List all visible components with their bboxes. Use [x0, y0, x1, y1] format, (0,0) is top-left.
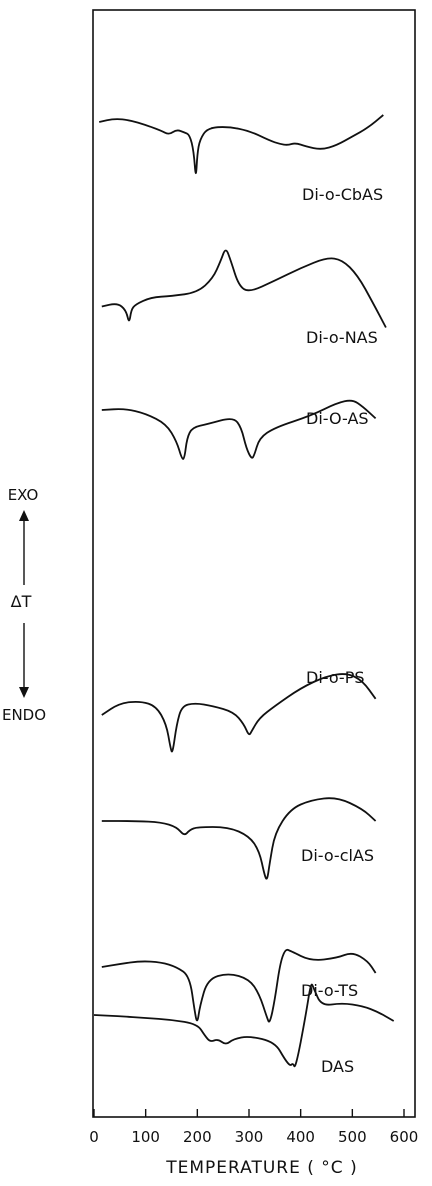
x-tick-label: 500	[338, 1128, 367, 1146]
series-label-5: Di-o-TS	[301, 981, 358, 1000]
series-label-3: Di-o-PS	[306, 668, 365, 687]
series-label-4: Di-o-clAS	[301, 846, 374, 865]
series-label-1: Di-o-NAS	[306, 328, 378, 347]
x-axis-title: TEMPERATURE ( °C )	[165, 1158, 357, 1178]
x-axis: 0 100 200 300 400 500 600	[89, 1109, 418, 1146]
y-axis-title: ΔT	[11, 592, 32, 611]
x-tick-label: 200	[183, 1128, 212, 1146]
series-labels: Di-o-CbAS Di-o-NAS Di-O-AS Di-o-PS Di-o-clAS…	[301, 185, 383, 1076]
series-line-0	[99, 114, 384, 175]
series-line-6	[93, 983, 395, 1068]
exo-label: EXO	[8, 486, 39, 504]
x-tick-label: 400	[286, 1128, 315, 1146]
series-label-2: Di-O-AS	[306, 409, 369, 428]
series-line-1	[101, 249, 387, 328]
exo-arrowhead	[19, 510, 29, 521]
x-tick-label: 300	[235, 1128, 264, 1146]
endo-arrowhead	[19, 687, 29, 698]
series-label-0: Di-o-CbAS	[302, 185, 383, 204]
x-tick-label: 0	[89, 1128, 99, 1146]
x-tick-label: 100	[131, 1128, 160, 1146]
series-line-5	[101, 948, 377, 1023]
series-line-2	[101, 399, 377, 460]
series-line-3	[101, 673, 377, 753]
dta-curves	[93, 114, 395, 1068]
plot-border	[92, 9, 416, 1118]
x-tick-label: 600	[390, 1128, 419, 1146]
plot-frame	[92, 9, 416, 1118]
series-line-4	[101, 797, 377, 880]
endo-label: ENDO	[2, 706, 46, 724]
series-label-6: DAS	[321, 1057, 354, 1076]
y-axis-legend: EXO ΔT ENDO	[2, 486, 46, 724]
